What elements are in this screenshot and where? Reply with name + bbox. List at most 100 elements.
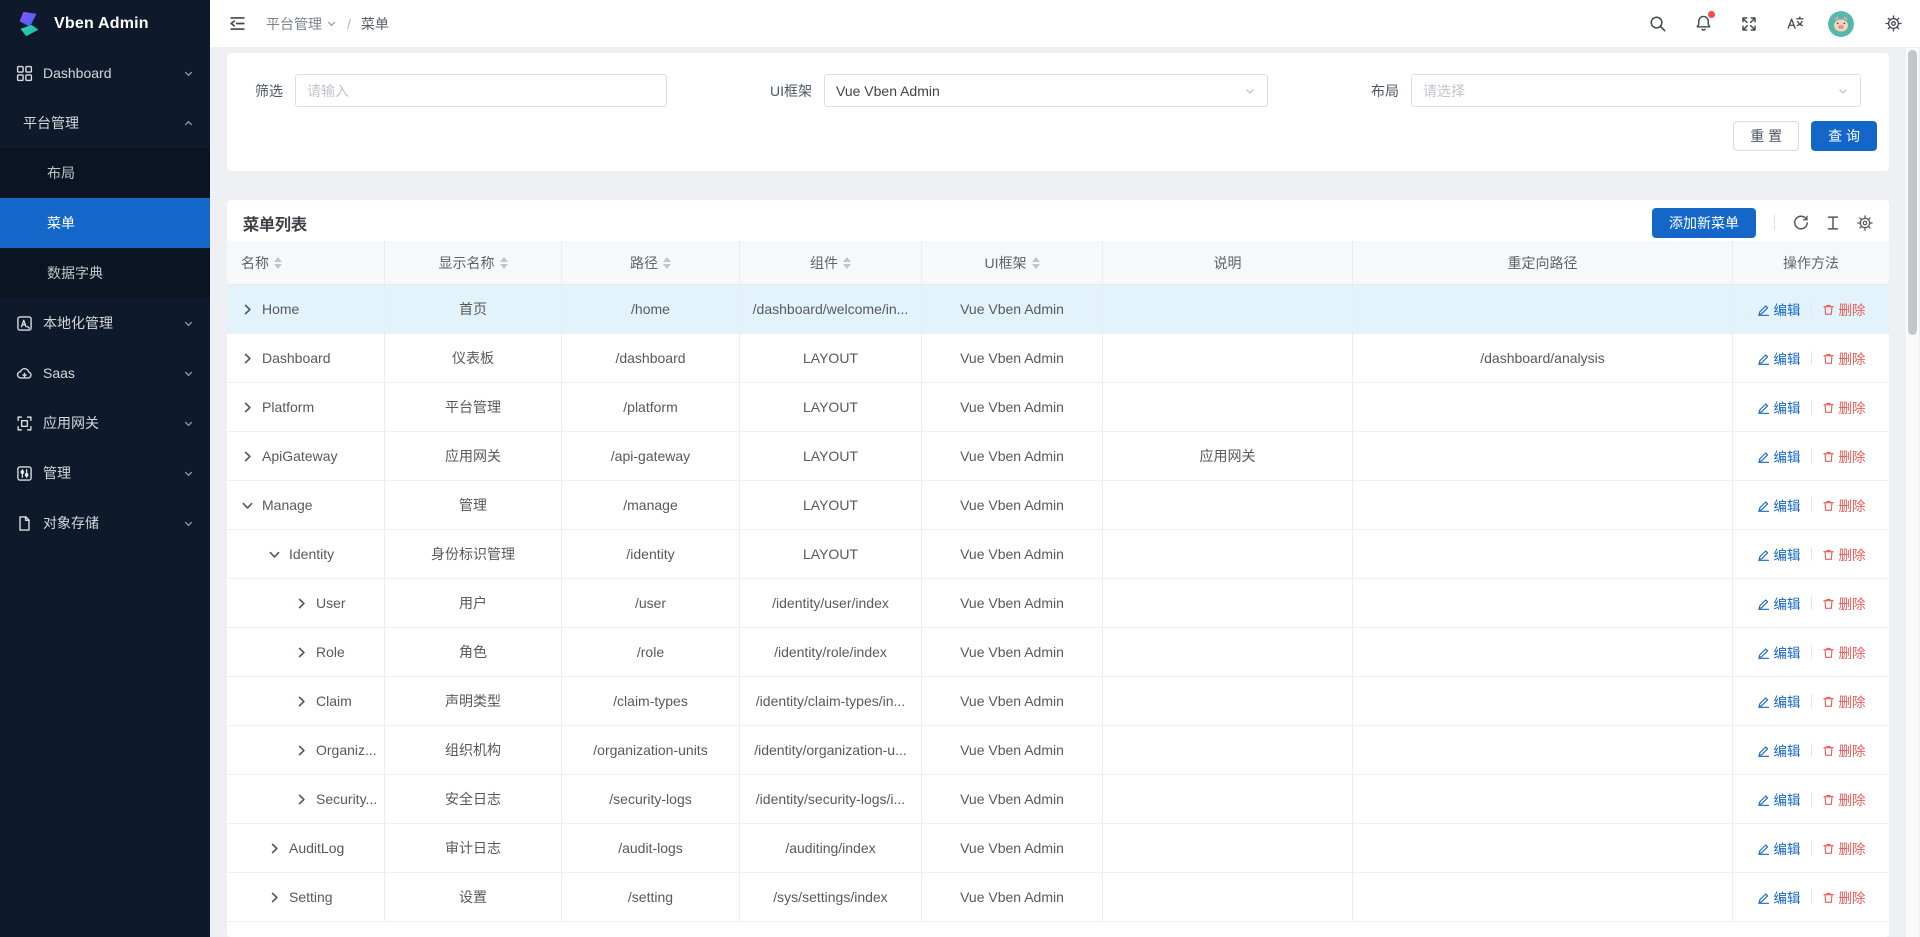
table-row[interactable]: Setting 设置/setting/sys/settings/index Vue … [227, 873, 1889, 922]
column-header-1[interactable]: 显示名称 [385, 241, 562, 284]
sidebar-item-saas[interactable]: Saas [0, 348, 210, 398]
delete-button[interactable]: 删除 [1822, 642, 1866, 662]
table-row[interactable]: ApiGateway 应用网关/api-gateway LAYOUT Vue Vben… [227, 432, 1889, 481]
ui-framework-select[interactable]: Vue Vben Admin [824, 74, 1268, 107]
column-settings-icon[interactable] [1853, 211, 1877, 235]
edit-button[interactable]: 编辑 [1757, 593, 1801, 613]
edit-button[interactable]: 编辑 [1757, 789, 1801, 809]
refresh-icon[interactable] [1789, 211, 1813, 235]
fullscreen-icon[interactable] [1736, 11, 1762, 37]
edit-button[interactable]: 编辑 [1757, 887, 1801, 907]
column-header-0[interactable]: 名称 [227, 241, 385, 284]
app-logo[interactable]: Vben Admin [0, 0, 210, 48]
edit-button[interactable]: 编辑 [1757, 397, 1801, 417]
collapsed-caret-icon[interactable] [295, 744, 308, 757]
translate-icon[interactable] [1782, 11, 1808, 37]
cell: /identity/organization-u... [740, 726, 922, 774]
collapsed-caret-icon[interactable] [241, 303, 254, 316]
delete-button[interactable]: 删除 [1822, 838, 1866, 858]
delete-button[interactable]: 删除 [1822, 446, 1866, 466]
sidebar-item-api-gateway[interactable]: 应用网关 [0, 398, 210, 448]
collapse-sidebar-icon[interactable] [224, 11, 250, 37]
column-header-2[interactable]: 路径 [562, 241, 740, 284]
sidebar-item-data-dictionary[interactable]: 数据字典 [0, 248, 210, 298]
menu-name: Role [316, 644, 345, 660]
sort-icon[interactable] [274, 256, 282, 269]
column-header-3[interactable]: 组件 [740, 241, 922, 284]
collapsed-caret-icon[interactable] [295, 646, 308, 659]
delete-button[interactable]: 删除 [1822, 887, 1866, 907]
localization-icon [16, 315, 33, 332]
layout-select[interactable]: 请选择 [1411, 74, 1861, 107]
edit-button[interactable]: 编辑 [1757, 544, 1801, 564]
search-button[interactable]: 查 询 [1811, 121, 1877, 151]
table-row[interactable]: Role 角色/role/identity/role/index Vue Vben … [227, 628, 1889, 677]
delete-button[interactable]: 删除 [1822, 495, 1866, 515]
delete-button[interactable]: 删除 [1822, 740, 1866, 760]
edit-button[interactable]: 编辑 [1757, 740, 1801, 760]
collapsed-caret-icon[interactable] [295, 793, 308, 806]
collapsed-caret-icon[interactable] [268, 842, 281, 855]
sidebar-item-platform[interactable]: 平台管理 [0, 98, 210, 148]
edit-button[interactable]: 编辑 [1757, 691, 1801, 711]
search-icon[interactable] [1644, 11, 1670, 37]
sort-icon[interactable] [1031, 256, 1040, 269]
table-row[interactable]: Organiz... 组织机构/organization-units/identi… [227, 726, 1889, 775]
sort-icon[interactable] [843, 256, 851, 269]
action-divider [1810, 645, 1812, 659]
delete-button[interactable]: 删除 [1822, 544, 1866, 564]
edit-button[interactable]: 编辑 [1757, 299, 1801, 319]
add-menu-button[interactable]: 添加新菜单 [1652, 207, 1756, 238]
notification-bell-icon[interactable] [1690, 10, 1716, 37]
collapsed-caret-icon[interactable] [268, 891, 281, 904]
user-avatar[interactable] [1828, 10, 1854, 37]
table-row[interactable]: Manage 管理/manage LAYOUT Vue Vben Admin 编辑 删除 [227, 481, 1889, 530]
row-height-icon[interactable] [1821, 211, 1845, 235]
delete-button[interactable]: 删除 [1822, 397, 1866, 417]
delete-button[interactable]: 删除 [1822, 691, 1866, 711]
table-row[interactable]: Identity 身份标识管理/identity LAYOUT Vue Vben Ad… [227, 530, 1889, 579]
expanded-caret-icon[interactable] [241, 499, 254, 512]
sidebar-item-object-storage[interactable]: 对象存储 [0, 498, 210, 548]
table-row[interactable]: Platform 平台管理/platform LAYOUT Vue Vben Admi… [227, 383, 1889, 432]
delete-button[interactable]: 删除 [1822, 299, 1866, 319]
collapsed-caret-icon[interactable] [295, 695, 308, 708]
sidebar-item-manage[interactable]: 管理 [0, 448, 210, 498]
edit-button[interactable]: 编辑 [1757, 642, 1801, 662]
settings-gear-icon[interactable] [1880, 11, 1906, 37]
filter-actions: 重 置 查 询 [227, 107, 1889, 151]
delete-button[interactable]: 删除 [1822, 348, 1866, 368]
sidebar-item-dashboard[interactable]: Dashboard [0, 48, 210, 98]
breadcrumb-parent[interactable]: 平台管理 [266, 14, 337, 34]
scrollbar-thumb[interactable] [1908, 50, 1917, 335]
sidebar-item-menu[interactable]: 菜单 [0, 198, 210, 248]
cell-name: Role [227, 628, 385, 676]
sidebar-item-localization[interactable]: 本地化管理 [0, 298, 210, 348]
column-header-4[interactable]: UI框架 [922, 241, 1103, 284]
collapsed-caret-icon[interactable] [241, 450, 254, 463]
table-row[interactable]: User 用户/user/identity/user/index Vue Vben … [227, 579, 1889, 628]
table-row[interactable]: Claim 声明类型/claim-types/identity/claim-typ… [227, 677, 1889, 726]
table-row[interactable]: Security... 安全日志/security-logs/identity/s… [227, 775, 1889, 824]
manage-icon [16, 465, 33, 482]
collapsed-caret-icon[interactable] [295, 597, 308, 610]
expanded-caret-icon[interactable] [268, 548, 281, 561]
reset-button[interactable]: 重 置 [1733, 121, 1800, 151]
collapsed-caret-icon[interactable] [241, 401, 254, 414]
delete-button[interactable]: 删除 [1822, 593, 1866, 613]
edit-button[interactable]: 编辑 [1757, 838, 1801, 858]
table-row[interactable]: Dashboard 仪表板/dashboard LAYOUT Vue Vben Adm… [227, 334, 1889, 383]
edit-button[interactable]: 编辑 [1757, 495, 1801, 515]
sidebar-item-layout[interactable]: 布局 [0, 148, 210, 198]
delete-button[interactable]: 删除 [1822, 789, 1866, 809]
table-row[interactable]: AuditLog 审计日志/audit-logs/auditing/index Vu… [227, 824, 1889, 873]
sort-icon[interactable] [499, 256, 508, 269]
edit-button[interactable]: 编辑 [1757, 348, 1801, 368]
page-scrollbar[interactable] [1906, 48, 1919, 937]
table-row[interactable]: Home 首页/home/dashboard/welcome/in... Vue V… [227, 285, 1889, 334]
cell-value: Vue Vben Admin [960, 399, 1064, 415]
filter-keyword-input[interactable] [307, 82, 655, 99]
edit-button[interactable]: 编辑 [1757, 446, 1801, 466]
collapsed-caret-icon[interactable] [241, 352, 254, 365]
sort-icon[interactable] [663, 256, 671, 269]
